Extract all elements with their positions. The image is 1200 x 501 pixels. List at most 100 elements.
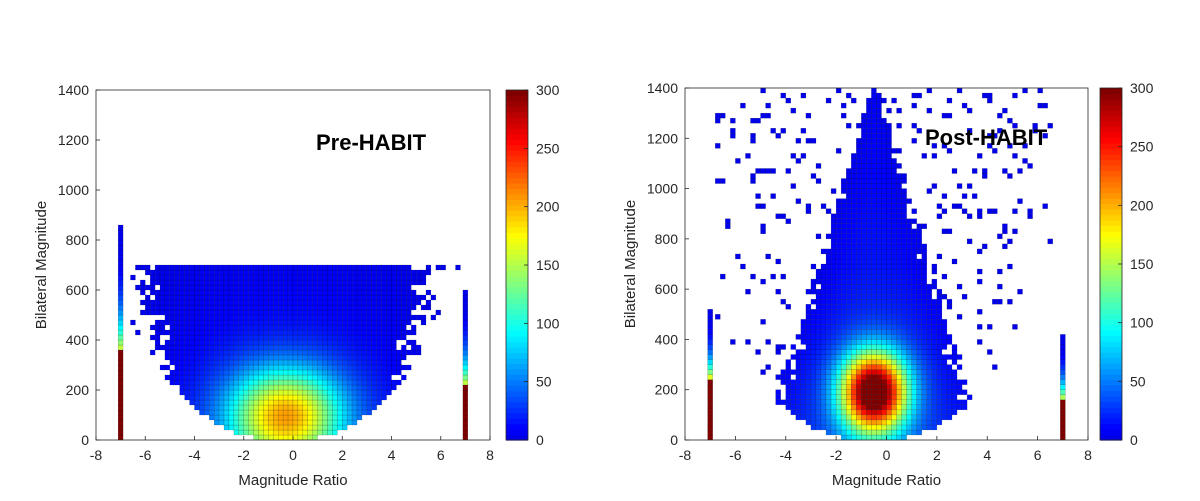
heatmap-cell xyxy=(213,374,220,381)
heatmap-cell xyxy=(381,354,387,361)
heatmap-cell xyxy=(361,324,368,331)
heatmap-cell xyxy=(223,399,230,406)
heatmap-cell xyxy=(406,269,412,276)
heatmap-cell xyxy=(851,434,857,441)
colorbar-step xyxy=(1100,407,1122,414)
heatmap-cell xyxy=(876,183,882,189)
heatmap-cell xyxy=(886,434,892,441)
heatmap-cell xyxy=(376,274,382,281)
heatmap-cell xyxy=(755,117,761,124)
heatmap-cell xyxy=(881,133,887,139)
heatmap-cell xyxy=(795,334,802,340)
heatmap-cell xyxy=(911,243,917,250)
heatmap-cell xyxy=(840,424,847,431)
heatmap-cell xyxy=(1012,324,1018,330)
edge-column-cell xyxy=(117,374,124,381)
edge-column-cell xyxy=(707,404,713,411)
heatmap-cell xyxy=(258,344,264,351)
heatmap-cell xyxy=(307,354,313,361)
heatmap-cell xyxy=(866,268,872,275)
heatmap-cell xyxy=(381,264,387,271)
heatmap-cell xyxy=(238,414,244,421)
heatmap-cell xyxy=(730,339,736,345)
heatmap-cell xyxy=(946,112,953,119)
heatmap-cell xyxy=(715,117,721,124)
heatmap-cell xyxy=(835,258,842,265)
heatmap-cell xyxy=(228,379,235,386)
heatmap-cell xyxy=(174,339,180,346)
heatmap-cell xyxy=(391,324,397,331)
heatmap-cell xyxy=(346,414,353,421)
heatmap-cell xyxy=(916,273,922,280)
heatmap-cell xyxy=(835,243,842,250)
heatmap-cell xyxy=(901,233,907,240)
heatmap-cell xyxy=(861,268,867,275)
heatmap-cell xyxy=(856,309,862,315)
heatmap-cell xyxy=(243,429,249,436)
heatmap-cell xyxy=(381,314,387,321)
heatmap-cell xyxy=(238,289,244,296)
heatmap-cell xyxy=(946,374,953,380)
heatmap-cell xyxy=(292,429,299,436)
heatmap-cell xyxy=(401,349,407,356)
heatmap-cell xyxy=(307,399,313,406)
heatmap-cell xyxy=(810,394,817,400)
heatmap-cell xyxy=(307,369,313,376)
colorbar-step xyxy=(1100,214,1122,221)
heatmap-cell xyxy=(896,178,902,184)
heatmap-cell xyxy=(846,238,852,245)
heatmap-cell xyxy=(876,319,882,325)
heatmap-cell xyxy=(810,314,817,320)
edge-column-cell xyxy=(462,414,469,421)
heatmap-cell xyxy=(351,409,358,416)
heatmap-cell xyxy=(164,279,171,286)
heatmap-cell xyxy=(830,243,837,250)
heatmap-cell xyxy=(805,399,812,405)
heatmap-cell xyxy=(233,369,240,376)
heatmap-cell xyxy=(956,399,963,405)
heatmap-cell xyxy=(342,279,348,286)
heatmap-cell xyxy=(248,349,254,356)
heatmap-cell xyxy=(851,414,857,421)
heatmap-cell xyxy=(856,429,862,436)
heatmap-cell xyxy=(805,364,812,370)
heatmap-cell xyxy=(886,198,892,204)
heatmap-cell xyxy=(926,364,933,370)
heatmap-cell xyxy=(856,218,862,224)
heatmap-cell xyxy=(916,329,922,335)
heatmap-cell xyxy=(881,344,887,350)
heatmap-cell xyxy=(204,364,210,371)
heatmap-cell xyxy=(282,409,289,416)
heatmap-cell xyxy=(936,314,943,320)
heatmap-cell xyxy=(292,269,299,276)
heatmap-cell xyxy=(846,344,852,350)
edge-column-cell xyxy=(117,434,124,441)
heatmap-cell xyxy=(381,304,387,311)
heatmap-cell xyxy=(871,168,877,174)
heatmap-cell xyxy=(891,309,897,315)
heatmap-cell xyxy=(830,293,837,300)
heatmap-cell xyxy=(420,304,427,311)
heatmap-cell xyxy=(346,304,353,311)
colorbar-step xyxy=(506,182,528,190)
heatmap-cell xyxy=(901,414,907,421)
heatmap-cell xyxy=(901,409,907,416)
heatmap-cell xyxy=(243,344,249,351)
heatmap-cell xyxy=(253,369,259,376)
heatmap-cell xyxy=(785,369,791,375)
heatmap-cell xyxy=(876,394,882,400)
heatmap-cell xyxy=(840,364,847,370)
heatmap-cell xyxy=(292,319,299,326)
edge-column-cell xyxy=(1060,359,1066,365)
heatmap-cell xyxy=(248,429,254,436)
heatmap-cell xyxy=(312,324,318,331)
heatmap-cell xyxy=(258,329,264,336)
edge-column-cell xyxy=(117,224,124,231)
heatmap-cell xyxy=(815,309,822,315)
heatmap-cell xyxy=(921,414,928,421)
colorbar-step xyxy=(506,248,528,255)
heatmap-cell xyxy=(871,379,877,385)
heatmap-cell xyxy=(881,158,887,164)
heatmap-cell xyxy=(820,263,827,270)
heatmap-cell xyxy=(263,354,269,361)
